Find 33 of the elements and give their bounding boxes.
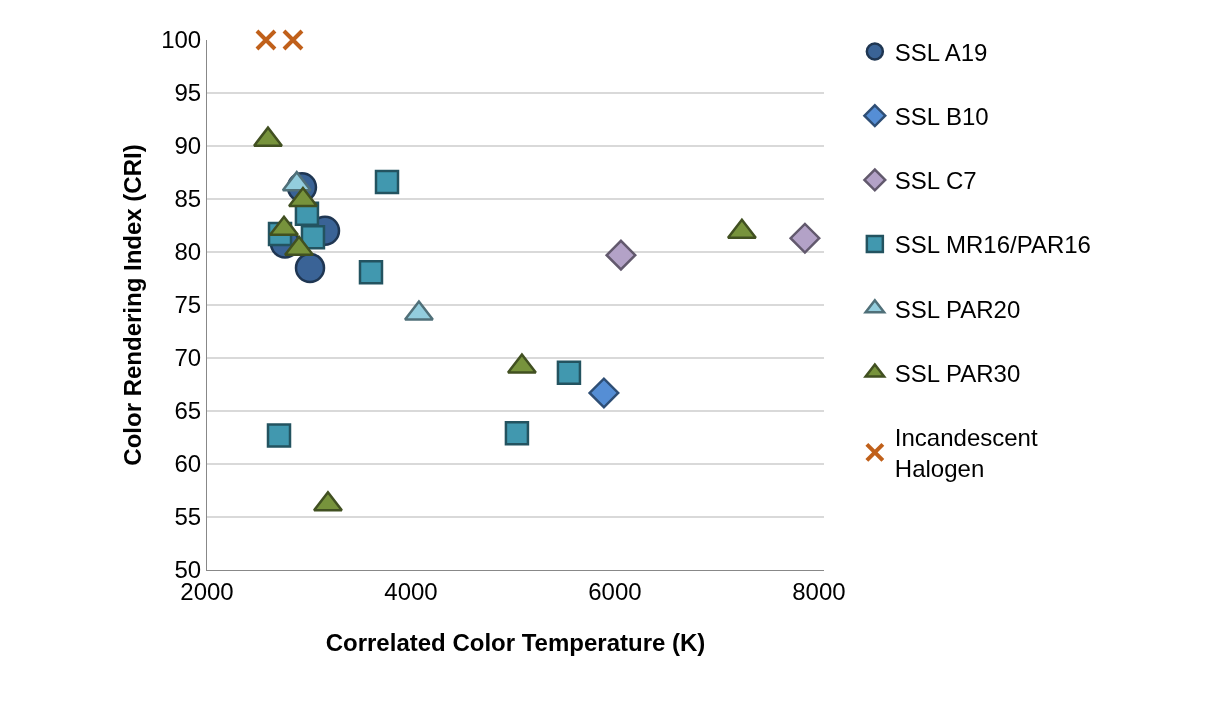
point — [504, 421, 530, 446]
point — [266, 423, 292, 448]
point — [358, 259, 384, 285]
y-tick-label: 85 — [174, 185, 202, 213]
point — [605, 239, 637, 271]
y-axis-title: Color Rendering Index (CRI) — [119, 144, 147, 466]
point — [588, 377, 620, 409]
legend-label: SSL PAR30 — [894, 359, 1021, 387]
y-tick-label: 80 — [174, 238, 202, 266]
x-tick-label: 8000 — [792, 577, 846, 605]
legend-label: SSL A19 — [894, 38, 988, 66]
legend-label: Incandescent Halogen — [894, 424, 1038, 483]
y-tick-label: 100 — [161, 26, 202, 54]
y-tick-label: 95 — [174, 79, 202, 107]
y-tick-label: 90 — [174, 132, 202, 160]
x-axis-title: Correlated Color Temperature (K) — [325, 629, 706, 657]
legend-label: SSL B10 — [894, 103, 989, 131]
legend-label: SSL MR16/PAR16 — [894, 231, 1091, 259]
legend-label: SSL C7 — [894, 167, 977, 195]
legend-label: SSL PAR20 — [894, 295, 1021, 323]
y-tick-label: 60 — [174, 450, 202, 478]
point — [281, 29, 304, 51]
x-tick-label: 6000 — [588, 577, 642, 605]
y-tick-label: 65 — [174, 397, 202, 425]
point — [556, 360, 582, 386]
x-tick-label: 4000 — [384, 577, 438, 605]
y-tick-label: 75 — [174, 291, 202, 319]
y-tick-label: 70 — [174, 344, 202, 372]
point — [254, 29, 277, 51]
point — [294, 252, 326, 284]
y-tick-label: 55 — [174, 503, 202, 531]
point — [789, 222, 821, 254]
point — [374, 169, 400, 195]
